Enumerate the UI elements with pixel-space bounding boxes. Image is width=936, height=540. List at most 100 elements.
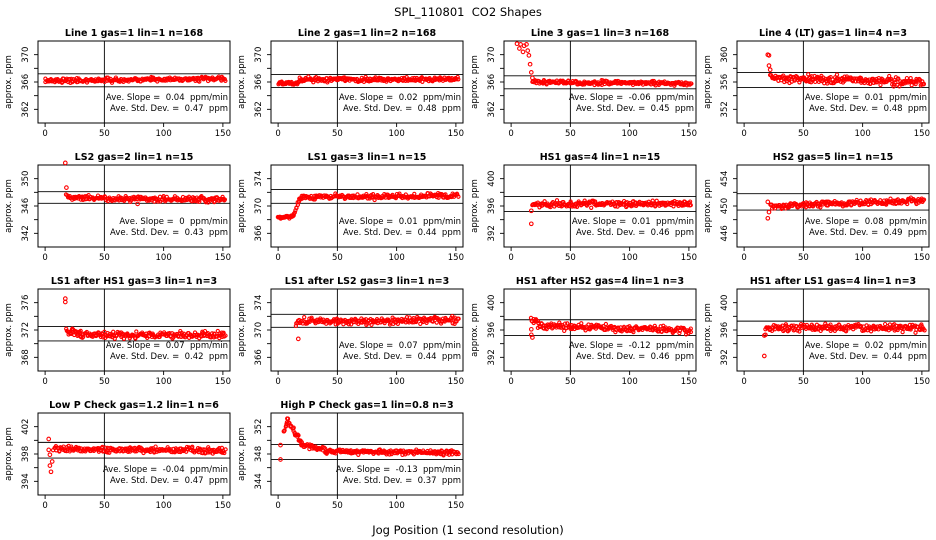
- scatter-points: [275, 190, 461, 221]
- outlier-point: [64, 185, 69, 190]
- outlier-point: [528, 208, 534, 214]
- y-tick-label: 366: [254, 74, 264, 90]
- x-tick-label: 0: [741, 129, 746, 139]
- annotation-line: Ave. Std. Dev. = 0.49 ppm: [809, 228, 927, 238]
- y-tick-label: 374: [254, 171, 264, 187]
- y-axis-label: approx. ppm: [237, 55, 247, 109]
- y-tick-label: 344: [254, 473, 264, 489]
- annotation-line: Ave. Std. Dev. = 0.47 ppm: [110, 104, 228, 114]
- annotation-line: Ave. Slope = 0.07 ppm/min: [106, 341, 228, 351]
- x-tick-label: 0: [42, 253, 47, 263]
- x-tick-label: 150: [448, 501, 464, 511]
- outlier-point: [530, 335, 535, 340]
- x-tick-label: 0: [275, 377, 280, 387]
- annotation-line: Ave. Std. Dev. = 0.46 ppm: [576, 352, 694, 362]
- panel-title: Line 2 gas=1 lin=2 n=168: [298, 28, 437, 39]
- y-axis-label: approx. ppm: [703, 179, 713, 233]
- y-tick-label: 360: [720, 47, 730, 63]
- scatter-points: [62, 296, 228, 341]
- annotation-line: Ave. Std. Dev. = 0.37 ppm: [343, 476, 461, 486]
- scatter-points: [765, 195, 927, 221]
- y-tick-label: 454: [720, 171, 730, 187]
- panel-11: HS1 after HS2 gas=4 lin=1 n=3 392 396 400 ap…: [470, 276, 697, 387]
- x-tick-label: 100: [389, 129, 405, 139]
- x-tick-label: 100: [156, 377, 172, 387]
- y-axis-label: approx. ppm: [237, 427, 247, 481]
- panel-12: HS1 after LS1 gas=4 lin=1 n=3 392 396 400 ap…: [703, 276, 930, 387]
- x-tick-label: 100: [156, 501, 172, 511]
- y-tick-label: 398: [21, 446, 31, 462]
- panel-14: High P Check gas=1 lin=0.8 n=3 344 348 352 a…: [237, 400, 464, 511]
- x-tick-label: 150: [215, 129, 231, 139]
- annotation-line: Ave. Slope = 0.04 ppm/min: [106, 93, 228, 103]
- panel-title: Line 1 gas=1 lin=1 n=168: [65, 28, 204, 39]
- y-tick-label: 342: [21, 225, 31, 241]
- y-tick-label: 376: [21, 295, 31, 311]
- x-tick-label: 0: [42, 129, 47, 139]
- outlier-point: [48, 469, 54, 475]
- y-tick-label: 368: [21, 349, 31, 365]
- outlier-point: [47, 452, 53, 458]
- scatter-points: [62, 160, 228, 207]
- annotation-line: Ave. Slope = 0.01 ppm/min: [339, 217, 461, 227]
- y-tick-label: 366: [254, 349, 264, 365]
- x-tick-label: 150: [914, 253, 930, 263]
- panel-title: LS1 after HS1 gas=3 lin=1 n=3: [51, 276, 217, 287]
- x-tick-label: 100: [855, 253, 871, 263]
- scatter-points: [293, 313, 461, 342]
- panel-6: LS1 gas=3 lin=1 n=15 366 370 374 approx. ppm…: [237, 152, 464, 263]
- outlier-point: [47, 463, 53, 468]
- y-axis-label: approx. ppm: [237, 303, 247, 357]
- y-tick-label: 370: [254, 47, 264, 63]
- x-tick-label: 50: [798, 253, 809, 263]
- y-tick-label: 392: [487, 349, 497, 365]
- panel-10: LS1 after LS2 gas=3 lin=1 n=3 366 370 374 ap…: [237, 276, 464, 387]
- panel-2: Line 2 gas=1 lin=2 n=168 362 366 370 approx.…: [237, 28, 464, 139]
- annotation-line: Ave. Std. Dev. = 0.48 ppm: [343, 104, 461, 114]
- y-tick-label: 396: [487, 322, 497, 338]
- outlier-point: [765, 215, 771, 221]
- x-tick-label: 150: [914, 377, 930, 387]
- outlier-point: [761, 353, 767, 359]
- annotation-line: Ave. Slope = 0.02 ppm/min: [805, 341, 927, 351]
- y-tick-label: 366: [254, 225, 264, 241]
- x-tick-label: 100: [389, 501, 405, 511]
- x-tick-label: 0: [42, 377, 47, 387]
- outlier-point: [62, 160, 68, 166]
- y-axis-label: approx. ppm: [4, 303, 14, 357]
- y-axis-label: approx. ppm: [4, 55, 14, 109]
- x-tick-label: 50: [798, 377, 809, 387]
- scatter-points: [765, 52, 926, 89]
- scatter-points: [514, 41, 694, 88]
- annotation-line: Ave. Std. Dev. = 0.43 ppm: [110, 228, 228, 238]
- outlier-point: [46, 447, 52, 453]
- annotation-line: Ave. Std. Dev. = 0.45 ppm: [576, 104, 694, 114]
- y-tick-label: 370: [21, 47, 31, 63]
- y-tick-label: 396: [487, 198, 497, 214]
- x-tick-label: 0: [508, 129, 513, 139]
- y-tick-label: 370: [254, 322, 264, 338]
- x-tick-label: 150: [681, 253, 697, 263]
- outlier-point: [524, 42, 529, 47]
- annotation-line: Ave. Std. Dev. = 0.44 ppm: [343, 228, 461, 238]
- x-tick-label: 0: [508, 253, 513, 263]
- y-tick-label: 400: [487, 295, 497, 311]
- y-tick-label: 366: [21, 74, 31, 90]
- outlier-point: [766, 63, 772, 68]
- x-tick-label: 0: [275, 253, 280, 263]
- y-tick-label: 362: [487, 101, 497, 117]
- x-tick-label: 50: [332, 377, 343, 387]
- outlier-point: [278, 457, 283, 462]
- x-tick-label: 50: [565, 253, 576, 263]
- y-tick-label: 402: [21, 419, 31, 435]
- scatter-points: [278, 416, 461, 462]
- x-tick-label: 150: [215, 253, 231, 263]
- y-tick-label: 446: [720, 225, 730, 241]
- panel-13: Low P Check gas=1.2 lin=1 n=6 394 398 402 ap…: [4, 400, 231, 511]
- x-tick-label: 50: [565, 377, 576, 387]
- outlier-point: [62, 299, 68, 305]
- y-tick-label: 350: [21, 171, 31, 187]
- panel-9: LS1 after HS1 gas=3 lin=1 n=3 368 372 376 ap…: [4, 276, 231, 387]
- chart-title: SPL_110801 CO2 Shapes: [394, 5, 542, 19]
